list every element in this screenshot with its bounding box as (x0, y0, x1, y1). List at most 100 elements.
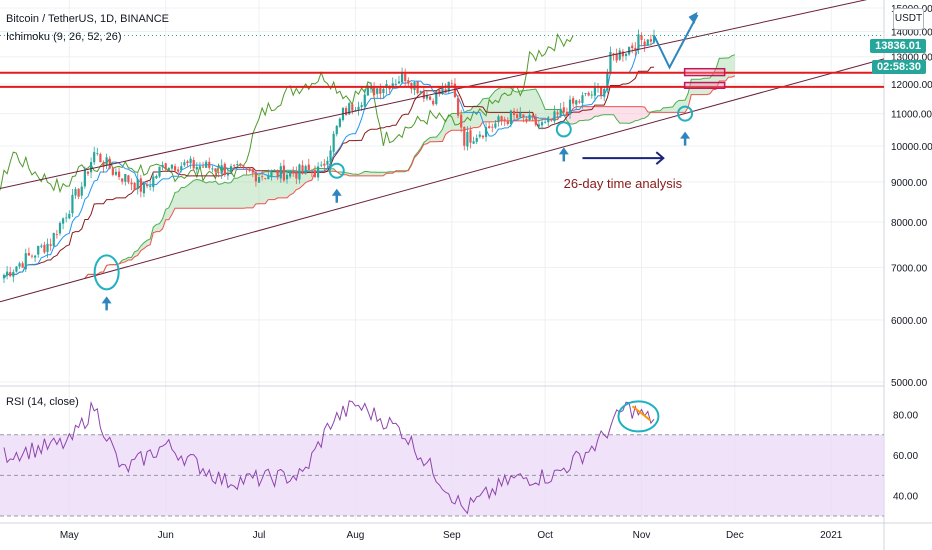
rsi-line (3, 400, 655, 515)
tenkan-sen-line (3, 42, 655, 279)
candle-body (407, 80, 410, 84)
candle-body (167, 168, 170, 171)
candle-body (108, 158, 111, 169)
senkou-span-a-line (84, 54, 736, 279)
candle-body (96, 153, 99, 154)
time-tick-label: May (60, 530, 79, 541)
rsi-divergence-line (631, 405, 652, 422)
candle-body (139, 178, 142, 192)
time-tick-label: Jul (253, 530, 266, 541)
candle-body (264, 178, 267, 179)
candle-body (49, 244, 52, 246)
candle-body (61, 218, 65, 224)
candle-body (180, 166, 183, 171)
candle-body (379, 88, 382, 94)
candle-body (158, 166, 161, 177)
candle-body (624, 53, 628, 56)
candle-body (525, 119, 528, 122)
candle-body (441, 88, 444, 94)
candle-body (497, 116, 500, 123)
candle-body (565, 111, 569, 116)
candle-body (320, 164, 323, 166)
candle-body (164, 163, 167, 170)
candle-body (170, 164, 174, 169)
candle-body (481, 135, 485, 138)
candle-body (71, 194, 74, 214)
rsi-tick-label: 60.00 (893, 451, 918, 462)
candle-body (46, 243, 49, 253)
candle-body (195, 167, 198, 170)
cloud-segment (647, 54, 735, 116)
candle-body (58, 222, 62, 234)
candle-body (130, 182, 133, 185)
candle-body (292, 171, 295, 174)
upper-channel-line (0, 0, 868, 189)
candle-body (540, 122, 544, 126)
candle-body (74, 189, 77, 196)
candle-body (233, 165, 236, 167)
candle-body (189, 158, 192, 164)
candle-body (111, 168, 114, 175)
candle-body (572, 98, 575, 104)
candle-body (301, 165, 304, 173)
candle-body (242, 165, 245, 167)
candle-body (394, 83, 397, 85)
candle-body (183, 162, 186, 166)
candle-body (323, 163, 326, 166)
candle-body (93, 152, 96, 163)
candle-body (254, 172, 258, 182)
candle-body (214, 168, 217, 172)
time-tick-label: Sep (443, 530, 461, 541)
rsi-divergence-circle (617, 400, 660, 433)
cloud-segment (563, 106, 648, 124)
chikou-span-line (0, 32, 574, 194)
kijun-sen-line (3, 66, 654, 279)
candle-body (267, 175, 270, 180)
candle-body (223, 163, 226, 176)
candle-body (186, 161, 189, 164)
candle-body (372, 86, 376, 96)
candle-body (593, 86, 596, 96)
candle-body (6, 271, 9, 276)
candle-body (475, 137, 478, 142)
up-arrow-icon (331, 188, 342, 196)
rsi-legend[interactable]: RSI (14, close) (6, 396, 79, 408)
candle-body (348, 103, 351, 115)
candle-body (198, 166, 202, 169)
candle-body (149, 185, 152, 187)
candle-body (83, 170, 86, 187)
candle-body (211, 168, 214, 170)
candle-body (506, 121, 509, 125)
candle-body (77, 188, 80, 197)
candle-body (21, 263, 24, 268)
candle-body (2, 274, 6, 279)
candle-body (404, 73, 407, 82)
annotations: 26-day time analysis (0, 0, 885, 311)
candle-body (127, 175, 130, 183)
candle-body (310, 170, 313, 172)
candle-body (488, 126, 491, 128)
candle-body (335, 125, 338, 135)
candle-body (80, 186, 83, 196)
candle-body (568, 99, 572, 115)
countdown-badge: 02:58:30 (871, 60, 926, 74)
candle-body (531, 115, 534, 117)
candle-body (229, 166, 233, 173)
price-tick-label: 11000.00 (891, 110, 932, 121)
candle-body (102, 162, 105, 167)
candle-body (351, 104, 354, 111)
time-tick-label: Aug (347, 530, 365, 541)
candle-body (145, 185, 149, 187)
candle-body (205, 161, 208, 168)
candle-body (600, 86, 603, 96)
candle-body (161, 164, 164, 167)
candle-body (24, 253, 27, 270)
candle-body (544, 121, 547, 123)
candle-body (494, 123, 497, 128)
ichimoku-legend[interactable]: Ichimoku (9, 26, 52, 26) (6, 31, 122, 43)
candle-body (192, 159, 195, 169)
currency-unit-button[interactable]: USDT (893, 8, 924, 30)
support-circle-marker (677, 105, 694, 122)
